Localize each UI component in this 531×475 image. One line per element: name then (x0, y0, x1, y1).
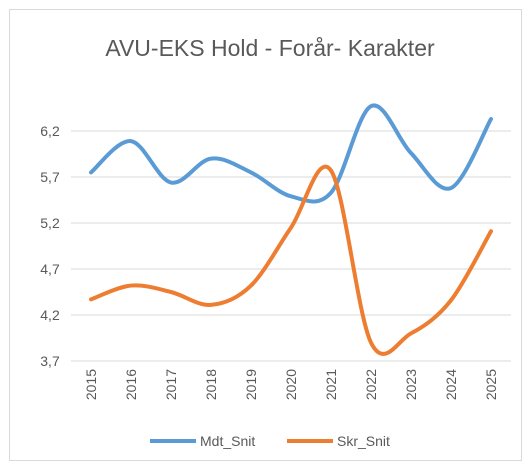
chart-title: AVU-EKS Hold - Forår- Karakter (105, 35, 435, 61)
legend-label: Mdt_Snit (200, 433, 255, 449)
x-tick-label: 2025 (483, 369, 499, 400)
y-tick-label: 5,2 (40, 215, 60, 231)
y-tick-label: 4,2 (40, 307, 60, 323)
y-tick-label: 6,2 (40, 123, 60, 139)
x-tick-label: 2020 (283, 369, 299, 400)
x-tick-label: 2021 (323, 369, 339, 400)
x-tick-label: 2022 (363, 369, 379, 400)
legend-label: Skr_Snit (337, 433, 390, 449)
y-tick-label: 3,7 (40, 353, 60, 369)
x-tick-label: 2023 (403, 369, 419, 400)
chart-border (9, 9, 522, 461)
x-tick-label: 2017 (163, 369, 179, 400)
series-line (89, 103, 493, 204)
x-tick-label: 2019 (243, 369, 259, 400)
x-tick-label: 2018 (203, 369, 219, 400)
y-tick-label: 5,7 (40, 169, 60, 185)
series-line (89, 164, 493, 356)
x-tick-label: 2016 (123, 369, 139, 400)
y-tick-label: 4,7 (40, 261, 60, 277)
x-tick-label: 2015 (83, 369, 99, 400)
x-tick-label: 2024 (443, 369, 459, 400)
